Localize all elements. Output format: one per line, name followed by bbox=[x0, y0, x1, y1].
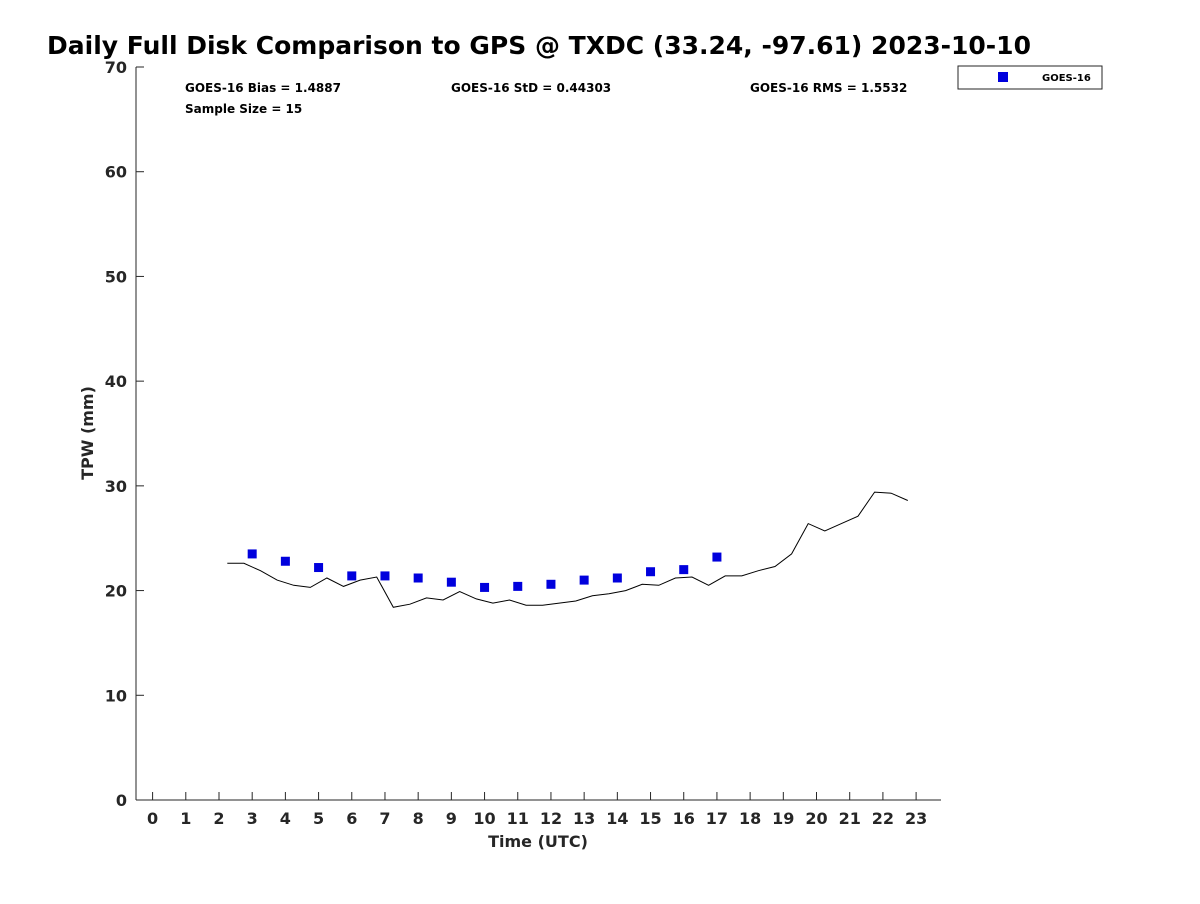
goes16-data-point bbox=[513, 581, 523, 591]
goes16-data-point bbox=[247, 549, 257, 559]
legend-label-goes16: GOES-16 bbox=[1042, 73, 1091, 84]
x-tick-label: 7 bbox=[379, 809, 390, 828]
y-tick-label: 30 bbox=[105, 477, 127, 496]
x-tick-label: 22 bbox=[872, 809, 894, 828]
y-axis-ticks: 0 10 20 30 40 50 60 70 bbox=[105, 58, 144, 810]
stat-bias: GOES-16 Bias = 1.4887 bbox=[185, 81, 341, 95]
chart-title: Daily Full Disk Comparison to GPS @ TXDC… bbox=[47, 31, 1031, 60]
x-tick-label: 20 bbox=[805, 809, 827, 828]
goes16-data-point bbox=[546, 579, 556, 589]
x-tick-label: 23 bbox=[905, 809, 927, 828]
y-tick-label: 20 bbox=[105, 582, 127, 601]
x-tick-label: 17 bbox=[706, 809, 728, 828]
gps-tpw-line bbox=[227, 491, 909, 608]
x-tick-label: 1 bbox=[180, 809, 191, 828]
x-tick-label: 11 bbox=[507, 809, 529, 828]
goes16-data-point bbox=[446, 577, 456, 587]
legend-marker-goes16 bbox=[998, 72, 1008, 82]
goes16-data-point bbox=[646, 567, 656, 577]
y-tick-label: 40 bbox=[105, 372, 127, 391]
x-tick-label: 12 bbox=[540, 809, 562, 828]
x-tick-label: 8 bbox=[413, 809, 424, 828]
x-tick-label: 3 bbox=[247, 809, 258, 828]
plot-frame bbox=[135, 67, 941, 801]
y-tick-label: 60 bbox=[105, 163, 127, 182]
x-tick-label: 4 bbox=[280, 809, 291, 828]
x-tick-label: 16 bbox=[673, 809, 695, 828]
x-tick-label: 14 bbox=[606, 809, 628, 828]
goes16-data-point bbox=[612, 573, 622, 583]
x-tick-label: 21 bbox=[839, 809, 861, 828]
goes16-data-point bbox=[413, 573, 423, 583]
goes16-data-point bbox=[314, 563, 324, 573]
y-tick-label: 50 bbox=[105, 267, 127, 286]
goes16-data-point bbox=[480, 582, 490, 592]
x-tick-label: 2 bbox=[213, 809, 224, 828]
x-axis-ticks: 0 1 2 3 4 5 6 7 8 9 10 11 12 13 14 15 16 17 18 19 20 21 22 23 bbox=[147, 792, 927, 828]
stats-annotations: GOES-16 Bias = 1.4887 GOES-16 StD = 0.44… bbox=[185, 81, 907, 116]
x-tick-label: 15 bbox=[639, 809, 661, 828]
goes16-data-point bbox=[380, 571, 390, 581]
x-tick-label: 10 bbox=[473, 809, 495, 828]
goes16-data-point bbox=[579, 575, 589, 585]
y-tick-label: 0 bbox=[116, 791, 127, 810]
stat-std: GOES-16 StD = 0.44303 bbox=[451, 81, 611, 95]
y-tick-label: 70 bbox=[105, 58, 127, 77]
x-tick-label: 6 bbox=[346, 809, 357, 828]
stat-sample-size: Sample Size = 15 bbox=[185, 102, 302, 116]
x-tick-label: 5 bbox=[313, 809, 324, 828]
goes16-data-point bbox=[679, 565, 689, 575]
series-layer bbox=[227, 491, 909, 608]
y-axis-label: TPW (mm) bbox=[78, 386, 97, 480]
goes16-data-point bbox=[347, 571, 357, 581]
legend: GOES-16 bbox=[957, 65, 1103, 90]
x-axis-label: Time (UTC) bbox=[488, 832, 588, 851]
x-tick-label: 0 bbox=[147, 809, 158, 828]
x-tick-label: 9 bbox=[446, 809, 457, 828]
x-tick-label: 13 bbox=[573, 809, 595, 828]
x-tick-label: 18 bbox=[739, 809, 761, 828]
goes16-data-point bbox=[712, 552, 722, 562]
x-tick-label: 19 bbox=[772, 809, 794, 828]
legend-box bbox=[957, 65, 1103, 90]
stat-rms: GOES-16 RMS = 1.5532 bbox=[750, 81, 907, 95]
y-tick-label: 10 bbox=[105, 686, 127, 705]
goes16-data-point bbox=[280, 556, 290, 566]
